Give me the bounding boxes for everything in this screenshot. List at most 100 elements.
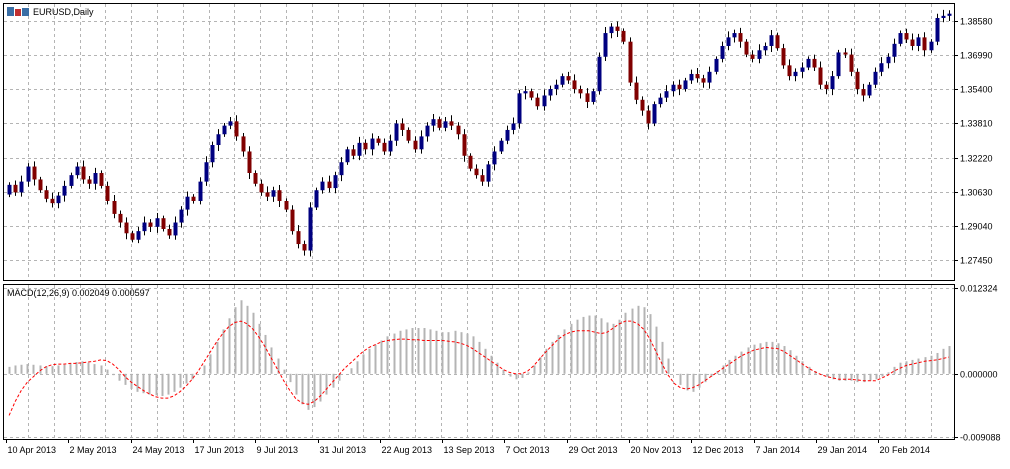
candle[interactable] — [922, 32, 927, 57]
candle[interactable] — [382, 138, 387, 155]
candle[interactable] — [806, 56, 811, 71]
candle[interactable] — [456, 122, 461, 140]
candle[interactable] — [333, 171, 338, 194]
candle[interactable] — [284, 198, 289, 213]
candle[interactable] — [591, 88, 596, 105]
candle[interactable] — [707, 66, 712, 89]
candle[interactable] — [296, 225, 301, 249]
candle[interactable] — [400, 118, 405, 136]
candle[interactable] — [677, 79, 682, 96]
candle[interactable] — [345, 146, 350, 165]
candle[interactable] — [388, 134, 393, 156]
candle[interactable] — [112, 194, 117, 219]
candle[interactable] — [179, 206, 184, 228]
candle[interactable] — [554, 79, 559, 96]
candle[interactable] — [253, 170, 258, 187]
candle[interactable] — [105, 181, 110, 205]
candle[interactable] — [775, 32, 780, 51]
candle[interactable] — [363, 139, 368, 155]
candle[interactable] — [615, 21, 620, 37]
candle[interactable] — [535, 93, 540, 110]
candle[interactable] — [548, 85, 553, 101]
candle[interactable] — [812, 54, 817, 71]
candle[interactable] — [732, 29, 737, 43]
candle[interactable] — [886, 53, 891, 69]
candle[interactable] — [413, 136, 418, 153]
candle[interactable] — [873, 67, 878, 89]
candle[interactable] — [855, 68, 860, 95]
candle[interactable] — [486, 160, 491, 187]
candle[interactable] — [726, 31, 731, 51]
candle[interactable] — [935, 13, 940, 46]
candle[interactable] — [572, 74, 577, 94]
candle[interactable] — [308, 202, 313, 257]
candle[interactable] — [210, 141, 215, 168]
candle[interactable] — [824, 81, 829, 95]
candle[interactable] — [843, 48, 848, 59]
candle[interactable] — [578, 85, 583, 99]
candle[interactable] — [750, 50, 755, 63]
candle[interactable] — [406, 127, 411, 144]
candle[interactable] — [87, 176, 92, 189]
candle[interactable] — [658, 93, 663, 108]
candle[interactable] — [836, 49, 841, 79]
candle[interactable] — [38, 176, 43, 193]
candle[interactable] — [204, 156, 209, 186]
candle[interactable] — [511, 117, 516, 135]
candle[interactable] — [241, 132, 246, 157]
candle[interactable] — [744, 39, 749, 58]
candle[interactable] — [738, 27, 743, 48]
candle[interactable] — [26, 163, 31, 187]
candle[interactable] — [929, 39, 934, 53]
candle[interactable] — [652, 101, 657, 127]
candle[interactable] — [222, 123, 227, 137]
candle[interactable] — [597, 52, 602, 95]
candle[interactable] — [394, 120, 399, 146]
candle[interactable] — [609, 23, 614, 39]
candle[interactable] — [683, 77, 688, 92]
candle[interactable] — [701, 74, 706, 88]
candle[interactable] — [560, 73, 565, 88]
candle[interactable] — [228, 117, 233, 130]
candle[interactable] — [646, 105, 651, 130]
candle[interactable] — [32, 161, 37, 186]
candle[interactable] — [314, 187, 319, 211]
candle[interactable] — [167, 224, 172, 239]
candle[interactable] — [628, 37, 633, 87]
candle[interactable] — [357, 136, 362, 161]
candle[interactable] — [56, 192, 61, 209]
candle[interactable] — [879, 57, 884, 77]
candle[interactable] — [793, 68, 798, 82]
candle[interactable] — [480, 169, 485, 186]
candle[interactable] — [148, 219, 153, 232]
candle[interactable] — [44, 185, 49, 203]
candle[interactable] — [916, 33, 921, 52]
candle[interactable] — [861, 83, 866, 102]
candle[interactable] — [136, 226, 141, 244]
candle[interactable] — [370, 133, 375, 156]
candle[interactable] — [769, 30, 774, 53]
candle[interactable] — [689, 69, 694, 84]
candle[interactable] — [277, 185, 282, 208]
candle[interactable] — [320, 177, 325, 194]
candle[interactable] — [302, 240, 307, 256]
candle[interactable] — [19, 175, 24, 197]
candle[interactable] — [671, 81, 676, 97]
candle[interactable] — [566, 71, 571, 84]
candle[interactable] — [198, 177, 203, 205]
candle[interactable] — [664, 85, 669, 102]
candle[interactable] — [290, 205, 295, 235]
candle[interactable] — [327, 175, 332, 193]
candle[interactable] — [75, 162, 80, 179]
candle[interactable] — [124, 217, 129, 240]
candle[interactable] — [161, 215, 166, 232]
candle[interactable] — [898, 30, 903, 47]
candle[interactable] — [714, 56, 719, 75]
candle[interactable] — [425, 122, 430, 142]
candle[interactable] — [947, 10, 952, 22]
candle[interactable] — [185, 191, 190, 216]
candle[interactable] — [339, 157, 344, 182]
candle[interactable] — [505, 125, 510, 145]
candle[interactable] — [892, 38, 897, 63]
candle[interactable] — [542, 89, 547, 111]
